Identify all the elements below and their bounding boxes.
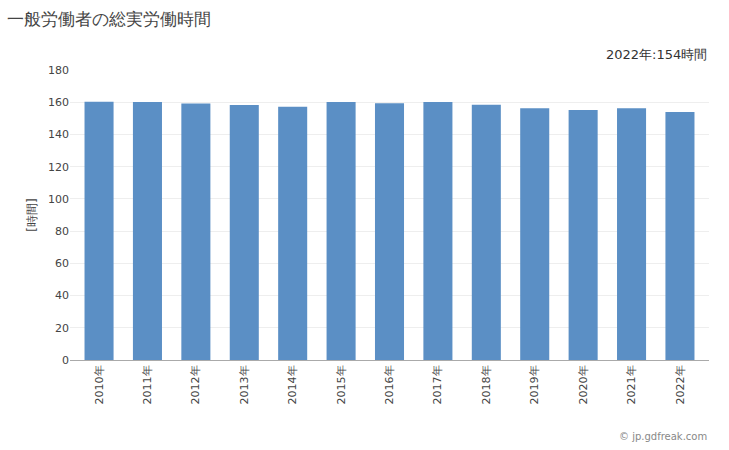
svg-text:2015年: 2015年 xyxy=(335,365,348,404)
svg-text:2012年: 2012年 xyxy=(189,365,202,404)
svg-text:© jp.gdfreak.com: © jp.gdfreak.com xyxy=(619,431,707,442)
svg-text:2014年: 2014年 xyxy=(286,365,299,404)
svg-text:60: 60 xyxy=(55,257,69,270)
svg-text:20: 20 xyxy=(55,322,69,335)
svg-text:2013年: 2013年 xyxy=(238,365,251,404)
svg-text:80: 80 xyxy=(55,225,69,238)
svg-text:2011年: 2011年 xyxy=(141,365,154,404)
svg-text:180: 180 xyxy=(48,64,69,77)
svg-text:0: 0 xyxy=(62,354,69,367)
svg-text:40: 40 xyxy=(55,289,69,302)
svg-text:2017年: 2017年 xyxy=(431,365,444,404)
svg-text:160: 160 xyxy=(48,96,69,109)
svg-text:2018年: 2018年 xyxy=(480,365,493,404)
svg-text:100: 100 xyxy=(48,193,69,206)
svg-text:2019年: 2019年 xyxy=(528,365,541,404)
svg-text:120: 120 xyxy=(48,161,69,174)
svg-text:2020年: 2020年 xyxy=(577,365,590,404)
svg-text:140: 140 xyxy=(48,128,69,141)
svg-text:2010年: 2010年 xyxy=(93,365,106,404)
svg-text:2021年: 2021年 xyxy=(625,365,638,404)
svg-text:2022年: 2022年 xyxy=(674,365,687,404)
svg-text:2016年: 2016年 xyxy=(383,365,396,404)
svg-text:[時間]: [時間] xyxy=(25,198,39,231)
svg-text:一般労働者の総実労働時間: 一般労働者の総実労働時間 xyxy=(7,9,211,29)
svg-text:2022年:154時間: 2022年:154時間 xyxy=(606,47,707,62)
